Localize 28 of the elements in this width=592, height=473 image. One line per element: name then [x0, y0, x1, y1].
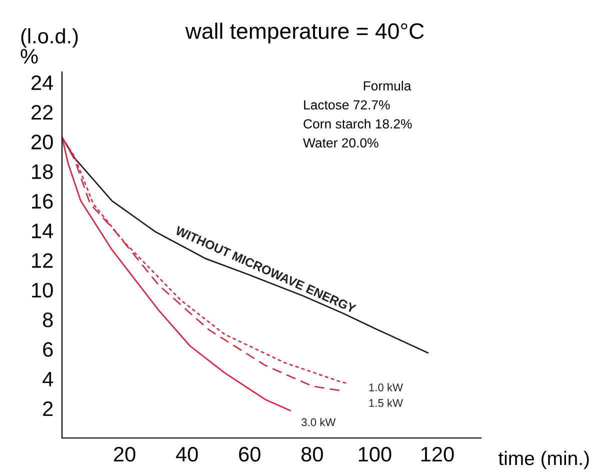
- y-tick-label: 6: [43, 342, 53, 357]
- text: 1.5 kW: [369, 398, 403, 407]
- x-axis-title: time (min.): [498, 450, 589, 470]
- annotation: Lactose 72.7%: [304, 100, 390, 110]
- annotation: Formula: [364, 80, 412, 91]
- y-tick-label: 22: [32, 105, 53, 120]
- y-tick-label: 2: [43, 401, 53, 416]
- series-label: 3.0 kW: [302, 418, 336, 426]
- y-tick-label: 10: [32, 282, 53, 298]
- text: 1.0 kW: [369, 383, 403, 392]
- x-tick-label: 40: [176, 446, 198, 462]
- annotation: Corn starch 18.2%: [304, 118, 412, 129]
- x-tick-label: 60: [239, 446, 260, 462]
- x-tick-label: 100: [358, 446, 392, 462]
- y-tick-label: 14: [32, 224, 54, 238]
- chart-title: wall temperature = 40°C: [185, 22, 424, 44]
- y-tick-label: 24: [32, 75, 54, 90]
- annotation: Water 20.0%: [303, 138, 378, 148]
- x-tick-label: 80: [301, 446, 323, 462]
- x-tick-label: 120: [421, 446, 454, 462]
- y-axis-title: (l.o.d.) %: [20, 28, 78, 64]
- x-tick-label: 20: [114, 446, 136, 462]
- y-tick-label: 18: [32, 164, 53, 180]
- y-tick-label: 16: [32, 194, 53, 209]
- y-tick-label: 12: [32, 253, 53, 268]
- y-tick-label: 20: [32, 134, 53, 150]
- y-tick-label: 8: [42, 312, 53, 328]
- y-tick-label: 4: [42, 372, 54, 386]
